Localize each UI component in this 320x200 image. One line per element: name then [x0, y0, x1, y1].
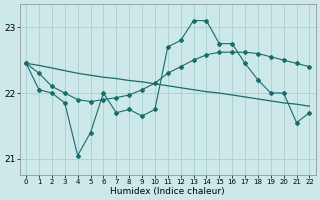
X-axis label: Humidex (Indice chaleur): Humidex (Indice chaleur) [110, 187, 225, 196]
